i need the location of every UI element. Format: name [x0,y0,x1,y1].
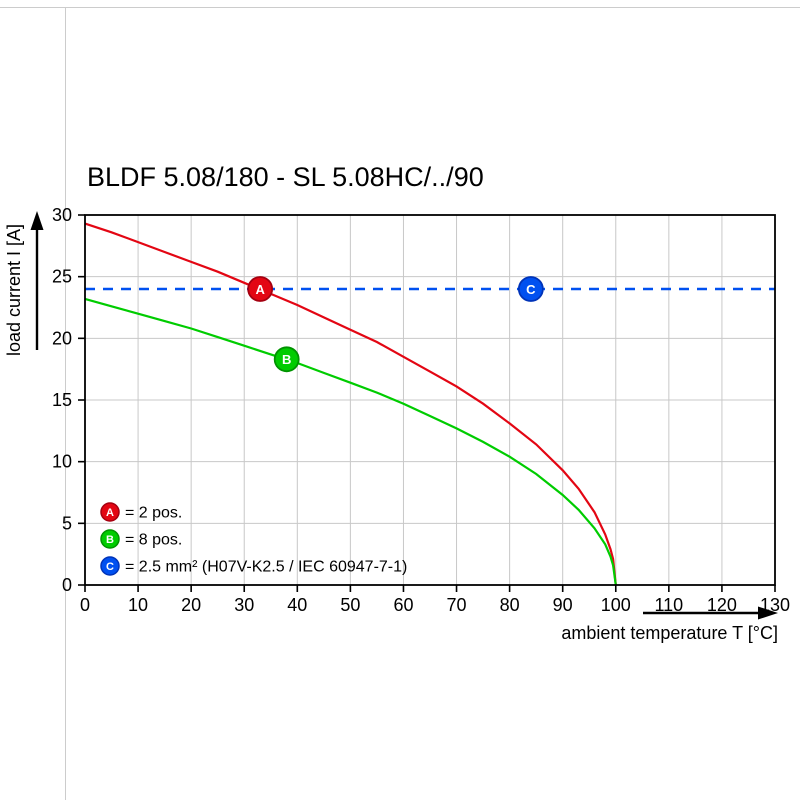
x-axis-label: ambient temperature T [°C] [561,623,778,643]
x-axis-arrow-head-icon [758,606,778,620]
x-tick-label: 0 [80,595,90,615]
legend-label-A: = 2 pos. [125,505,182,522]
marker-B [273,346,300,373]
legend-marker-A [100,502,120,522]
x-tick-label: 70 [447,595,467,615]
legend-marker-letter-B: B [106,534,114,546]
x-tick-label: 90 [553,595,573,615]
ticks-layer [78,214,776,592]
y-tick-label: 15 [52,390,72,410]
x-tick-label: 40 [287,595,307,615]
y-tick-label: 20 [52,328,72,348]
legend-label-C: = 2.5 mm² (H07V-K2.5 / IEC 60947-7-1) [125,559,407,576]
legend-marker-C [100,556,120,576]
marker-layer: A B C [247,276,544,373]
marker-letter-B: B [282,352,291,367]
page-divider-horizontal [0,7,800,8]
x-tick-label: 10 [128,595,148,615]
series-layer [84,222,775,586]
grid-layer [85,215,775,585]
legend-marker-letter-A: A [106,507,114,519]
marker-C [517,276,544,302]
x-tick-label: 120 [707,595,737,615]
legend-item-A: A = 2 pos. [100,502,182,522]
legend-marker-letter-C: C [106,561,114,573]
x-tick-label: 20 [181,595,201,615]
x-tick-label: 60 [393,595,413,615]
marker-A [247,276,274,302]
curve-A [84,222,617,586]
marker-letter-A: A [255,282,265,297]
marker-letter-C: C [526,282,536,297]
legend: A = 2 pos. B = 8 pos. C = 2.5 mm² (H07V-K2.5 … [100,502,407,576]
y-tick-label: 5 [62,513,72,533]
y-tick-label: 25 [52,267,72,287]
x-tick-label: 50 [340,595,360,615]
legend-item-C: C = 2.5 mm² (H07V-K2.5 / IEC 60947-7-1) [100,556,407,576]
curve-B [84,297,617,586]
y-tick-label: 30 [52,205,72,225]
x-tick-label: 110 [654,595,683,615]
legend-marker-B [100,529,120,549]
y-tick-label: 0 [62,575,72,595]
x-tick-label: 30 [234,595,254,615]
x-axis-label-group: ambient temperature T [°C] [561,606,778,643]
y-axis-label: load current I [A] [4,224,24,356]
page-divider-vertical [65,8,66,800]
chart-title: BLDF 5.08/180 - SL 5.08HC/../90 [87,162,484,192]
x-tick-label: 80 [500,595,520,615]
x-tick-label: 100 [601,595,631,615]
tick-label-layer: 0 10 20 30 40 50 60 70 80 90 100 110 120 130051015202… [52,205,790,615]
legend-item-B: B = 8 pos. [100,529,182,549]
y-axis-label-group: load current I [A] [4,211,44,356]
y-tick-label: 10 [52,452,72,472]
legend-label-B: = 8 pos. [125,532,182,549]
y-axis-arrow-head-icon [30,211,44,230]
